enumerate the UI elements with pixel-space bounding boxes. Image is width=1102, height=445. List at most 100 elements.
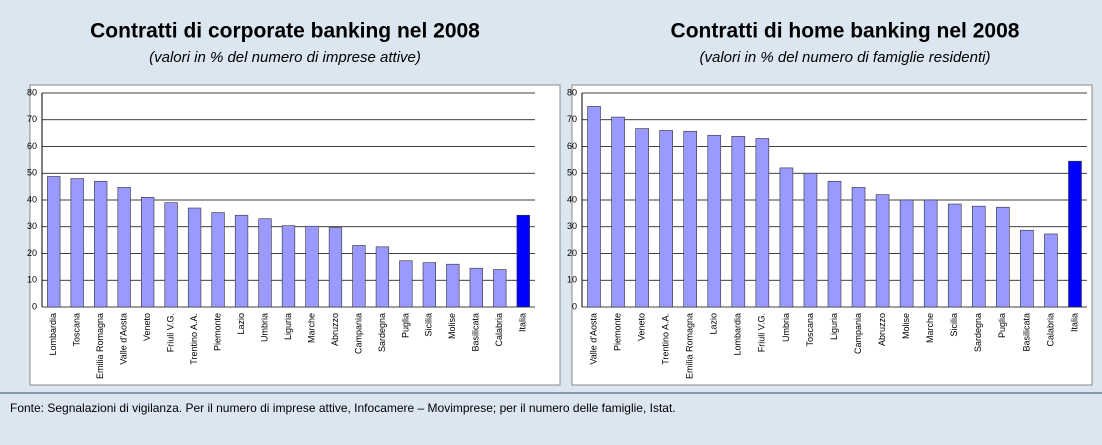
bar <box>587 106 601 308</box>
x-tick-label: Italia <box>1069 313 1079 332</box>
x-tick-label: Abruzzo <box>877 313 887 346</box>
x-tick-label: Sardegna <box>377 313 387 352</box>
bar <box>305 225 319 308</box>
bar <box>422 262 436 308</box>
y-tick-label: 60 <box>567 141 577 151</box>
x-tick-label: Sicilia <box>424 313 434 337</box>
bar <box>141 197 155 308</box>
bar <box>187 207 202 308</box>
bar <box>683 130 698 308</box>
x-tick-label: Toscana <box>72 313 82 347</box>
y-tick-label: 20 <box>567 248 577 258</box>
bar <box>1044 233 1058 308</box>
x-tick-label: Basilicata <box>1021 313 1031 352</box>
y-tick-label: 50 <box>27 168 37 178</box>
bar <box>211 212 225 308</box>
x-tick-label: Toscana <box>805 313 815 347</box>
x-tick-label: Puglia <box>400 313 410 338</box>
chart-subtitle: (valori in % del numero di imprese attiv… <box>149 49 421 66</box>
x-tick-label: Molise <box>447 313 457 339</box>
y-tick-label: 70 <box>27 114 37 124</box>
x-tick-label: Friuli V.G. <box>757 313 767 352</box>
bar <box>47 176 61 308</box>
x-tick-label: Valle d'Aosta <box>588 313 598 365</box>
bar <box>328 227 343 308</box>
x-tick-label: Emilia Romagna <box>95 313 105 379</box>
x-tick-label: Marche <box>306 313 316 343</box>
bar <box>258 218 272 308</box>
bar <box>827 180 842 308</box>
x-tick-label: Campania <box>353 313 363 354</box>
bar <box>707 134 722 308</box>
y-tick-label: 10 <box>567 275 577 285</box>
x-tick-label: Liguria <box>283 313 293 340</box>
y-tick-label: 40 <box>27 194 37 204</box>
x-tick-label: Sicilia <box>949 313 959 337</box>
bar <box>755 138 770 308</box>
bar <box>352 245 366 308</box>
x-tick-label: Umbria <box>259 313 269 342</box>
bar <box>399 260 413 308</box>
bar <box>1068 160 1082 308</box>
x-tick-label: Friuli V.G. <box>165 313 175 352</box>
bar <box>117 187 131 308</box>
footer: Fonte: Segnalazioni di vigilanza. Per il… <box>10 401 676 415</box>
chart-subtitle: (valori in % del numero di famiglie resi… <box>700 49 991 66</box>
y-tick-label: 30 <box>27 221 37 231</box>
x-tick-label: Calabria <box>494 313 504 347</box>
bar <box>70 178 84 308</box>
x-tick-label: Emilia Romagna <box>685 313 695 379</box>
x-tick-label: Molise <box>901 313 911 339</box>
bar <box>803 172 818 308</box>
x-tick-label: Piemonte <box>612 313 622 351</box>
bar <box>635 128 649 308</box>
chart-title: Contratti di home banking nel 2008 <box>671 20 1020 43</box>
bar <box>996 206 1010 308</box>
y-tick-label: 60 <box>27 141 37 151</box>
y-tick-label: 80 <box>567 87 577 97</box>
x-tick-label: Abruzzo <box>330 313 340 346</box>
x-tick-label: Lazio <box>236 313 246 335</box>
x-tick-label: Valle d'Aosta <box>119 313 129 365</box>
bar <box>94 180 108 308</box>
x-tick-label: Liguria <box>829 313 839 340</box>
x-tick-label: Puglia <box>997 313 1007 338</box>
y-tick-label: 70 <box>567 114 577 124</box>
bar <box>446 263 460 308</box>
bar <box>164 202 178 308</box>
y-tick-label: 10 <box>27 275 37 285</box>
bar <box>779 167 794 308</box>
y-tick-label: 50 <box>567 168 577 178</box>
y-tick-label: 80 <box>27 87 37 97</box>
bar <box>611 116 625 308</box>
x-tick-label: Trentino A.A. <box>661 313 671 365</box>
bar <box>731 136 746 308</box>
bar <box>469 267 483 308</box>
x-tick-label: Lazio <box>709 313 719 335</box>
bar <box>234 214 249 308</box>
bar <box>1020 229 1034 308</box>
x-tick-label: Sardegna <box>973 313 983 352</box>
x-tick-label: Italia <box>518 313 528 332</box>
x-tick-label: Lombardia <box>733 313 743 356</box>
x-tick-label: Basilicata <box>471 313 481 352</box>
y-tick-label: 20 <box>27 248 37 258</box>
y-tick-label: 30 <box>567 221 577 231</box>
chart-title: Contratti di corporate banking nel 2008 <box>90 20 480 43</box>
y-tick-label: 0 <box>32 301 37 311</box>
x-tick-label: Marche <box>925 313 935 343</box>
bar <box>923 199 938 308</box>
x-tick-label: Piemonte <box>212 313 222 351</box>
bar <box>516 214 530 308</box>
bar <box>899 199 914 308</box>
bar <box>659 130 673 308</box>
bar <box>971 205 986 308</box>
y-tick-label: 0 <box>572 301 577 311</box>
bar <box>851 187 866 308</box>
y-tick-label: 40 <box>567 194 577 204</box>
bar <box>947 203 962 308</box>
bar <box>375 246 390 308</box>
bar <box>493 269 507 308</box>
x-tick-label: Lombardia <box>48 313 58 356</box>
